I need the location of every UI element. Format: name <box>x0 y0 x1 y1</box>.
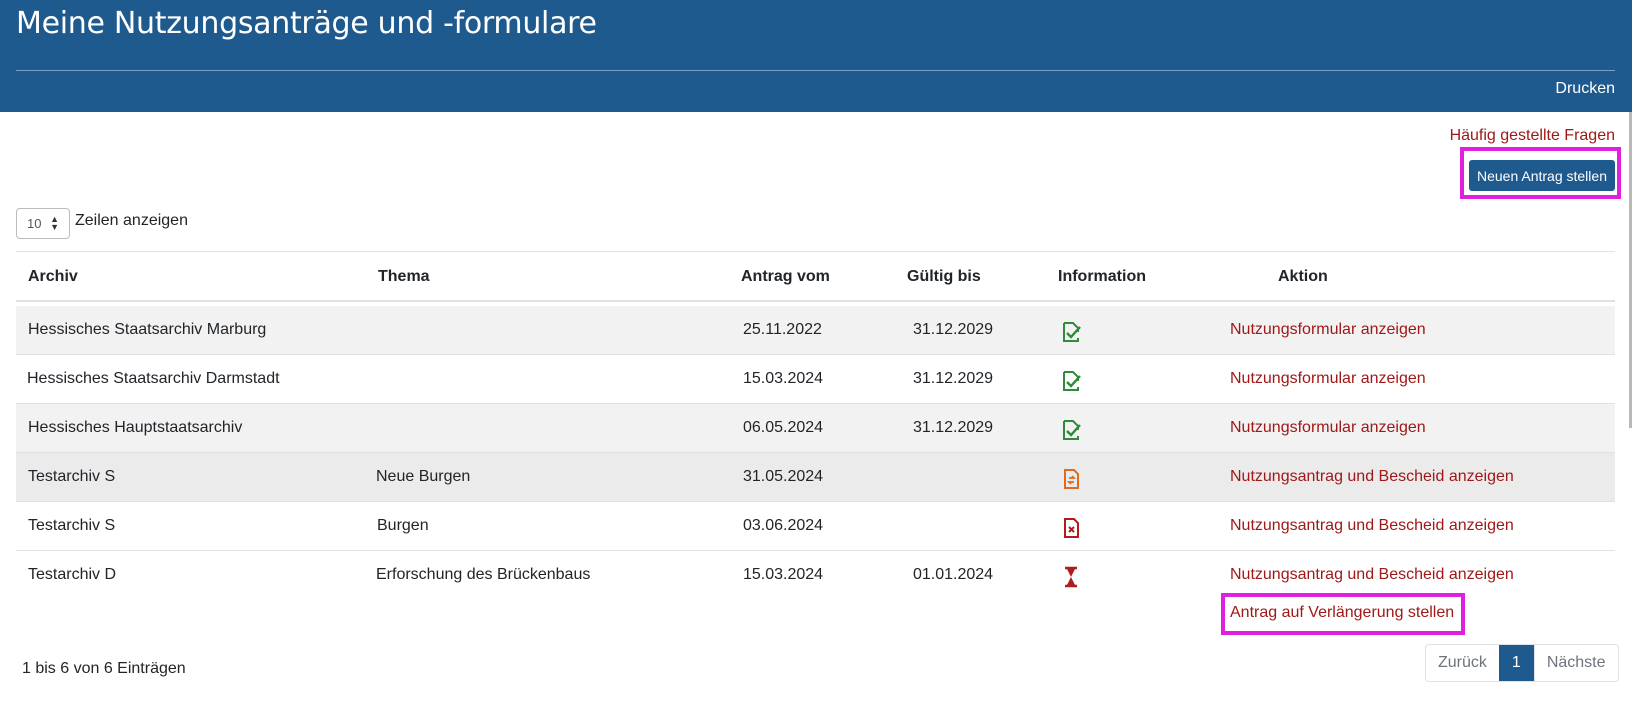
header-divider <box>16 70 1615 71</box>
document-x-icon <box>1064 518 1079 538</box>
cell-topic: Neue Burgen <box>376 468 471 485</box>
cell-applied-date: 06.05.2024 <box>743 419 824 436</box>
document-check-icon <box>1063 371 1081 391</box>
request-extension-link[interactable]: Antrag auf Verlängerung stellen <box>1230 604 1455 621</box>
column-header-information[interactable]: Information <box>1058 268 1146 285</box>
cell-topic: Erforschung des Brückenbaus <box>376 566 591 583</box>
highlight-frame <box>1221 593 1465 635</box>
pagination-page-1[interactable]: 1 <box>1498 645 1534 681</box>
cell-applied-date: 15.03.2024 <box>743 370 824 387</box>
table-info: 1 bis 6 von 6 Einträgen <box>22 660 186 677</box>
cell-archive: Testarchiv S <box>28 468 116 485</box>
rows-per-page-select[interactable]: 10 ▲ ▼ <box>16 208 70 239</box>
pagination: Zurück 1 Nächste <box>1425 644 1619 682</box>
table-row: Testarchiv D Erforschung des Brückenbaus… <box>16 551 1615 641</box>
table-row: Hessisches Staatsarchiv Darmstadt 15.03.… <box>16 355 1615 404</box>
rows-per-page-label: Zeilen anzeigen <box>75 212 188 229</box>
print-link[interactable]: Drucken <box>1555 80 1615 97</box>
page-title: Meine Nutzungsanträge und -formulare <box>16 6 597 41</box>
updown-arrow-icon: ▲ ▼ <box>50 214 59 232</box>
page-header: Meine Nutzungsanträge und -formulare Dru… <box>0 0 1632 112</box>
show-form-link[interactable]: Nutzungsformular anzeigen <box>1230 370 1426 387</box>
cell-archive: Hessisches Staatsarchiv Darmstadt <box>27 370 280 387</box>
column-header-gueltig-bis[interactable]: Gültig bis <box>907 268 981 285</box>
show-request-link[interactable]: Nutzungsantrag und Bescheid anzeigen <box>1230 517 1514 534</box>
column-header-antrag-vom[interactable]: Antrag vom <box>741 268 830 285</box>
table-header: Archiv Thema Antrag vom Gültig bis Infor… <box>16 252 1615 302</box>
table-row: Testarchiv S Burgen 03.06.2024 Nutzungsa… <box>16 502 1615 551</box>
rows-per-page-value: 10 <box>27 216 42 231</box>
column-header-archiv[interactable]: Archiv <box>28 268 78 285</box>
cell-archive: Testarchiv S <box>28 517 116 534</box>
cell-topic: Burgen <box>377 517 429 534</box>
show-form-link[interactable]: Nutzungsformular anzeigen <box>1230 419 1426 436</box>
cell-applied-date: 31.05.2024 <box>743 468 824 485</box>
document-check-icon <box>1063 420 1081 440</box>
hourglass-icon <box>1065 566 1077 588</box>
cell-valid-until: 31.12.2029 <box>913 321 994 338</box>
show-form-link[interactable]: Nutzungsformular anzeigen <box>1230 321 1426 338</box>
cell-valid-until: 01.01.2024 <box>913 566 994 583</box>
cell-archive: Testarchiv D <box>28 566 117 583</box>
cell-valid-until: 31.12.2029 <box>913 419 994 436</box>
new-request-button[interactable]: Neuen Antrag stellen <box>1469 160 1615 191</box>
document-check-icon <box>1063 322 1081 342</box>
show-request-link[interactable]: Nutzungsantrag und Bescheid anzeigen <box>1230 468 1514 485</box>
highlight-frame <box>1460 147 1621 199</box>
table-top-divider <box>16 251 1615 252</box>
column-header-aktion[interactable]: Aktion <box>1278 268 1328 285</box>
pagination-next[interactable]: Nächste <box>1533 645 1618 681</box>
cell-archive: Hessisches Hauptstaatsarchiv <box>28 419 243 436</box>
pagination-prev[interactable]: Zurück <box>1438 654 1487 671</box>
faq-link[interactable]: Häufig gestellte Fragen <box>1449 127 1615 144</box>
column-header-thema[interactable]: Thema <box>378 268 430 285</box>
table-row: Hessisches Staatsarchiv Marburg 25.11.20… <box>16 306 1615 355</box>
cell-applied-date: 03.06.2024 <box>743 517 824 534</box>
cell-valid-until: 31.12.2029 <box>913 370 994 387</box>
document-refresh-icon <box>1064 469 1079 489</box>
table-row: Hessisches Hauptstaatsarchiv 06.05.2024 … <box>16 404 1615 453</box>
scrollbar[interactable] <box>1629 112 1632 428</box>
cell-archive: Hessisches Staatsarchiv Marburg <box>28 321 267 338</box>
show-request-link[interactable]: Nutzungsantrag und Bescheid anzeigen <box>1230 566 1514 583</box>
cell-applied-date: 25.11.2022 <box>743 321 822 338</box>
table-row: Testarchiv S Neue Burgen 31.05.2024 Nutz… <box>16 453 1615 502</box>
cell-applied-date: 15.03.2024 <box>743 566 824 583</box>
